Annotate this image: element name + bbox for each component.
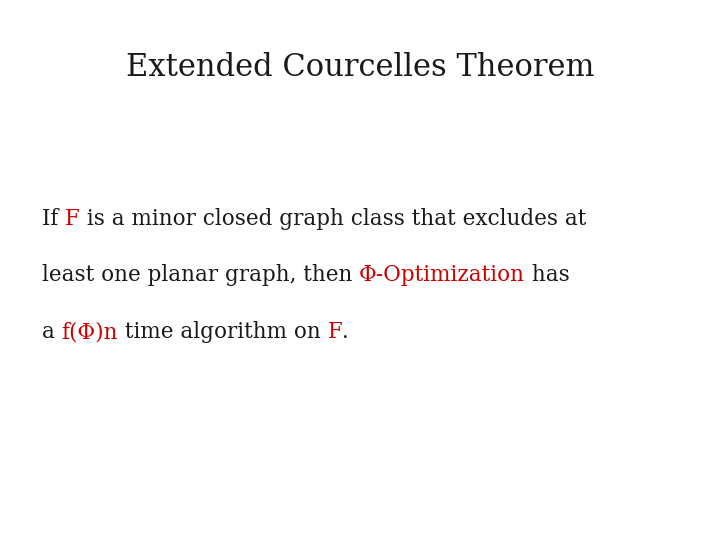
Text: a: a bbox=[42, 321, 61, 343]
Text: If: If bbox=[42, 208, 65, 230]
Text: F: F bbox=[328, 321, 343, 343]
Text: has: has bbox=[525, 265, 570, 286]
Text: Extended Courcelles Theorem: Extended Courcelles Theorem bbox=[126, 52, 594, 83]
Text: F: F bbox=[65, 208, 80, 230]
Text: least one planar graph, then: least one planar graph, then bbox=[42, 265, 359, 286]
Text: .: . bbox=[343, 321, 349, 343]
Text: Φ-Optimization: Φ-Optimization bbox=[359, 265, 525, 286]
Text: is a minor closed graph class that excludes at: is a minor closed graph class that exclu… bbox=[80, 208, 586, 230]
Text: f(Φ)n: f(Φ)n bbox=[61, 321, 118, 343]
Text: time algorithm on: time algorithm on bbox=[118, 321, 328, 343]
